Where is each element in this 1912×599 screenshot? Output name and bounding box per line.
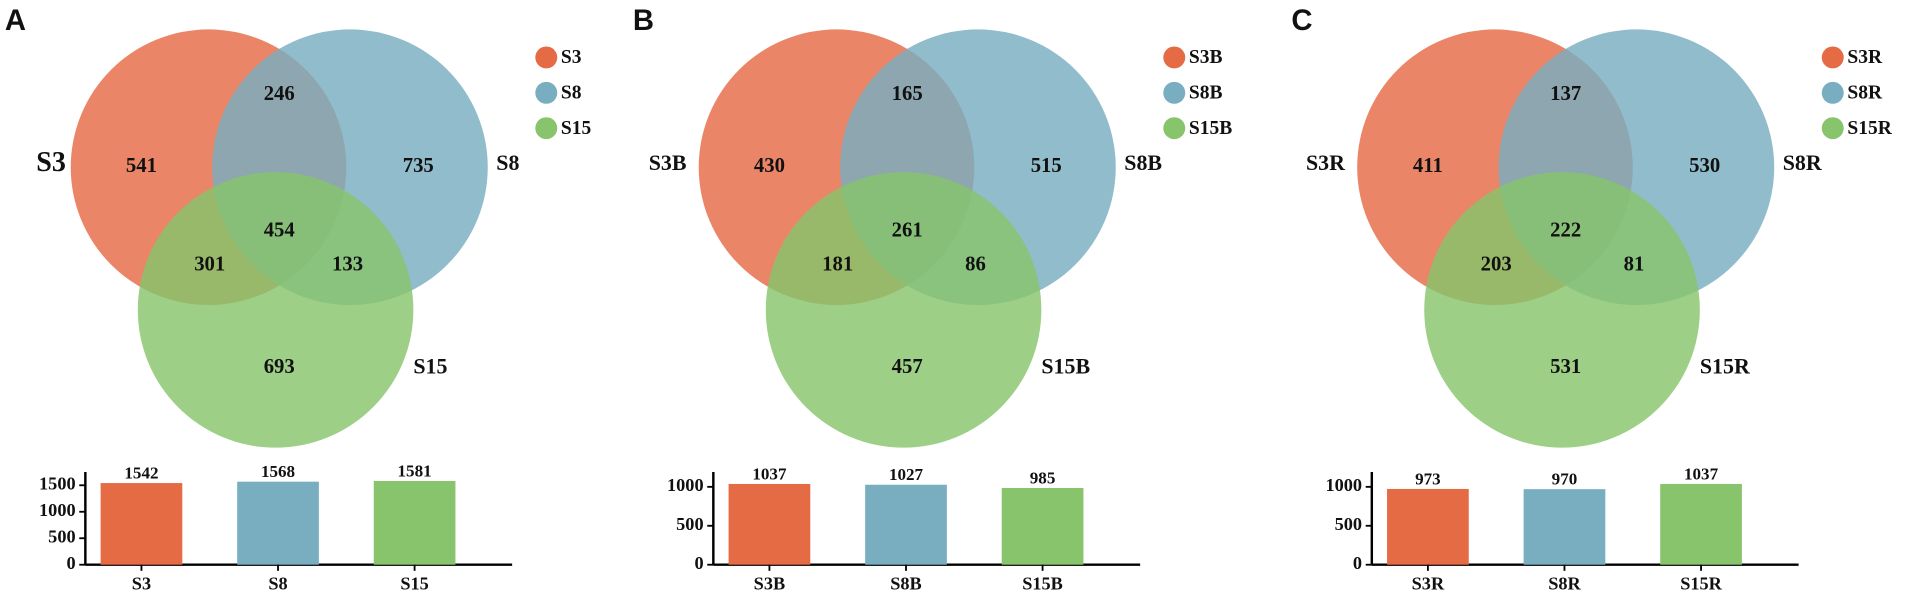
region-count: 81 [1624, 254, 1645, 276]
legend-marker [535, 46, 558, 69]
x-tick-label: S3R [1412, 574, 1445, 594]
legend-marker [1163, 81, 1186, 104]
bar [100, 483, 183, 565]
region-count: 133 [332, 254, 363, 276]
y-tick-label: 500 [676, 514, 703, 534]
set-label: S15R [1700, 353, 1751, 378]
venn-set [137, 172, 414, 448]
y-tick-label: 0 [694, 553, 703, 573]
legend-label: S15B [1189, 118, 1232, 139]
set-label: S8R [1783, 150, 1823, 175]
y-tick-label: 1000 [667, 475, 704, 495]
region-count: 261 [892, 220, 923, 242]
value-label: 1037 [1684, 464, 1719, 483]
region-count: 541 [126, 155, 157, 177]
region-count: 301 [194, 254, 225, 276]
venn-set [765, 172, 1042, 448]
bar [237, 481, 319, 565]
region-count: 531 [1550, 356, 1581, 378]
bar [373, 480, 456, 565]
set-label: S15B [1041, 353, 1090, 378]
region-count: 181 [822, 254, 853, 276]
set-label: S3 [36, 147, 66, 178]
legend-marker [1821, 117, 1844, 140]
region-count: 530 [1689, 155, 1720, 177]
legend-marker [1821, 46, 1844, 69]
set-label: S15 [413, 353, 447, 378]
region-count: 454 [264, 220, 295, 242]
y-tick-label: 1000 [1325, 475, 1362, 495]
legend-marker [1821, 81, 1844, 104]
x-tick-label: S15 [400, 574, 428, 594]
panel-label: B [633, 5, 654, 37]
region-count: 203 [1481, 254, 1512, 276]
y-tick-label: 500 [48, 526, 75, 546]
value-label: 1581 [398, 461, 432, 480]
legend-marker [1163, 46, 1186, 69]
bar [1001, 488, 1084, 565]
legend-label: S15 [561, 118, 592, 139]
x-tick-label: S8 [268, 574, 287, 594]
bar [1523, 489, 1606, 565]
value-label: 1027 [889, 465, 924, 484]
legend-label: S8R [1847, 83, 1883, 104]
region-count: 165 [892, 83, 923, 105]
value-label: 1568 [261, 462, 295, 481]
region-count: 735 [403, 155, 434, 177]
y-tick-label: 0 [1353, 553, 1362, 573]
legend-label: S15R [1847, 118, 1892, 139]
bar [1660, 483, 1742, 565]
set-label: S3B [649, 150, 687, 175]
region-count: 137 [1550, 83, 1581, 105]
panel-label: C [1291, 5, 1312, 37]
bar [728, 483, 811, 565]
value-label: 970 [1552, 470, 1578, 489]
panel-label: A [5, 5, 26, 37]
bar [1387, 488, 1469, 565]
bar [865, 484, 947, 565]
legend-marker [535, 81, 558, 104]
legend-marker [535, 117, 558, 140]
legend-label: S8B [1189, 83, 1223, 104]
region-count: 457 [892, 356, 923, 378]
value-label: 1542 [124, 463, 158, 482]
y-tick-label: 1000 [39, 500, 76, 520]
value-label: 973 [1415, 469, 1441, 488]
x-tick-label: S8R [1548, 574, 1581, 594]
x-tick-label: S15B [1022, 574, 1063, 594]
set-label: S8B [1124, 150, 1162, 175]
value-label: 985 [1030, 468, 1056, 487]
legend-label: S3B [1189, 47, 1223, 68]
x-tick-label: S3 [132, 574, 151, 594]
value-label: 1037 [752, 464, 787, 483]
region-count: 515 [1031, 155, 1062, 177]
x-tick-label: S8B [890, 574, 922, 594]
y-tick-label: 0 [66, 553, 75, 573]
x-tick-label: S15R [1680, 574, 1722, 594]
y-tick-label: 1500 [39, 473, 76, 493]
region-count: 86 [965, 254, 986, 276]
x-tick-label: S3B [754, 574, 786, 594]
legend-marker [1163, 117, 1186, 140]
region-count: 411 [1413, 155, 1443, 177]
legend-label: S3 [561, 47, 582, 68]
y-tick-label: 500 [1335, 514, 1362, 534]
set-label: S3R [1306, 150, 1346, 175]
region-count: 430 [754, 155, 785, 177]
legend-label: S8 [561, 83, 582, 104]
region-count: 246 [264, 83, 295, 105]
set-label: S8 [496, 150, 519, 175]
region-count: 222 [1550, 220, 1581, 242]
region-count: 693 [264, 356, 295, 378]
venn-set [1424, 172, 1700, 448]
legend-label: S3R [1847, 47, 1883, 68]
